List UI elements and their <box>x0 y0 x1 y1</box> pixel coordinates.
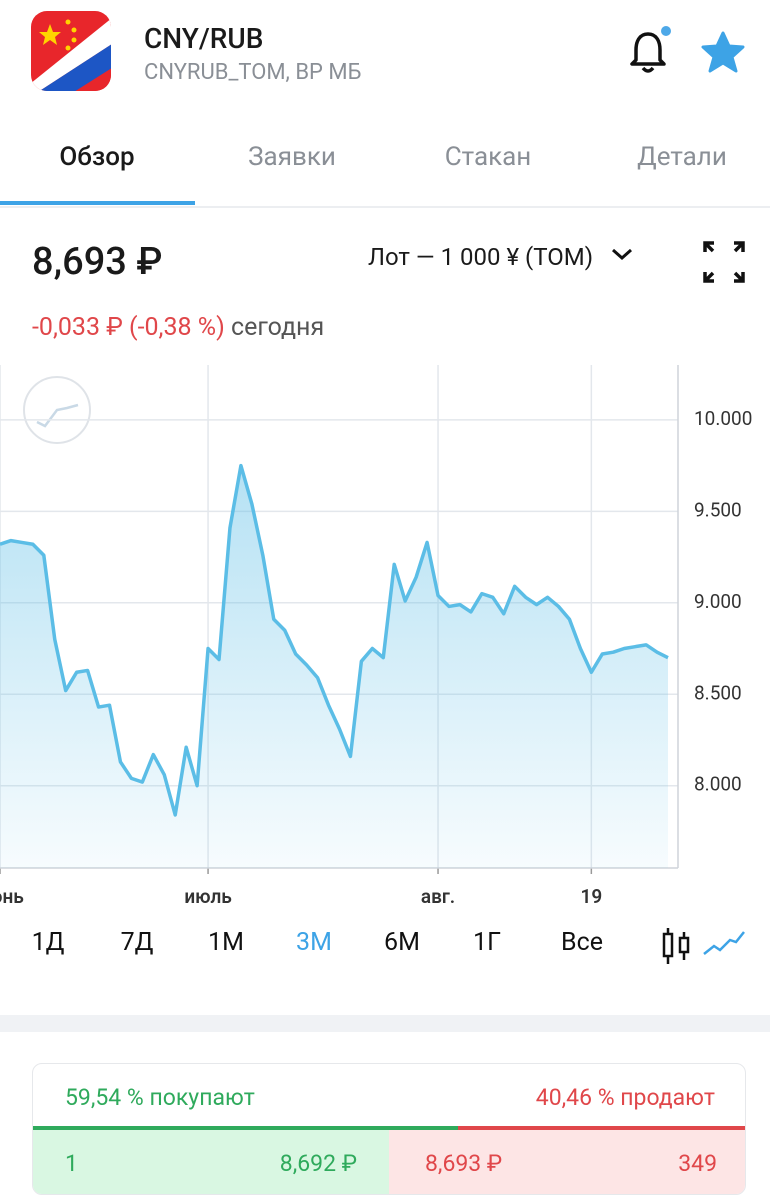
chevron <box>612 248 633 261</box>
tab[interactable]: Заявки <box>248 142 336 172</box>
bid-cell[interactable]: 1 8,692 ₽ <box>33 1130 389 1194</box>
period-button[interactable]: 7Д <box>120 928 154 957</box>
instrument-subtitle: CNYRUB_TOM, ВР МБ <box>144 60 362 85</box>
y-tick-label: 8.000 <box>694 773 742 796</box>
divider <box>0 206 770 208</box>
bid-qty: 1 <box>65 1150 78 1177</box>
area-fill <box>0 465 668 868</box>
period-button[interactable]: 1Г <box>473 928 501 957</box>
order-card: 59,54 % покупают 40,46 % продают 1 8,692… <box>32 1063 746 1195</box>
x-tick-label: авг. <box>421 885 455 908</box>
change-period: сегодня <box>230 313 325 342</box>
expand-button[interactable] <box>702 240 746 284</box>
buy-share: 59,54 % покупают <box>65 1084 255 1111</box>
period-button[interactable]: 6М <box>384 928 420 957</box>
sell-share: 40,46 % продают <box>535 1084 715 1111</box>
line-toggle[interactable] <box>702 928 746 962</box>
period-button[interactable]: 1М <box>208 928 244 957</box>
x-tick-label: июль <box>184 885 232 908</box>
change-row: -0,033 ₽ (-0,38 %) сегодня <box>32 313 324 342</box>
y-tick-label: 9.500 <box>694 498 742 521</box>
y-tick-label: 9.000 <box>694 590 742 613</box>
tab[interactable]: Стакан <box>444 142 532 172</box>
sell-bar <box>458 1126 745 1130</box>
tab-indicator <box>0 201 195 205</box>
flag-icon <box>31 11 111 91</box>
change: -0,033 ₽ (-0,38 %) <box>32 313 225 342</box>
x-tick-label: июнь <box>0 885 24 908</box>
bid-price: 8,692 ₽ <box>279 1150 357 1177</box>
badge-icon <box>36 403 79 428</box>
buy-bar <box>33 1126 459 1130</box>
favorite-button[interactable] <box>700 30 746 76</box>
price: 8,693 ₽ <box>32 240 163 284</box>
period-button[interactable]: 1Д <box>31 928 65 957</box>
ask-cell[interactable]: 8,693 ₽ 349 <box>389 1130 745 1194</box>
bell-button[interactable] <box>628 24 672 76</box>
x-tick-label: 19 <box>580 885 602 908</box>
price-line <box>0 463 669 817</box>
y-tick-label: 8.500 <box>694 681 742 704</box>
sentiment-bar <box>33 1126 745 1130</box>
ask-price: 8,693 ₽ <box>425 1150 503 1177</box>
lot-selector[interactable]: Лот — 1 000 ¥ (TOM) <box>368 243 637 271</box>
tab[interactable]: Обзор <box>59 142 135 172</box>
chart: 8.000 8.500 9.000 9.500 10.000 июнь июль авг. 19 <box>0 365 752 908</box>
y-tick-label: 10.000 <box>694 407 752 430</box>
lot-label: Лот — 1 000 ¥ (TOM) <box>368 243 594 271</box>
candle-toggle[interactable] <box>660 926 696 966</box>
period-button[interactable]: 3М <box>296 928 332 957</box>
instrument-title: CNY/RUB <box>144 22 264 55</box>
tab[interactable]: Детали <box>637 142 727 172</box>
ask-qty: 349 <box>678 1150 717 1177</box>
section-gap <box>0 1015 770 1032</box>
period-button[interactable]: Все <box>561 928 603 957</box>
